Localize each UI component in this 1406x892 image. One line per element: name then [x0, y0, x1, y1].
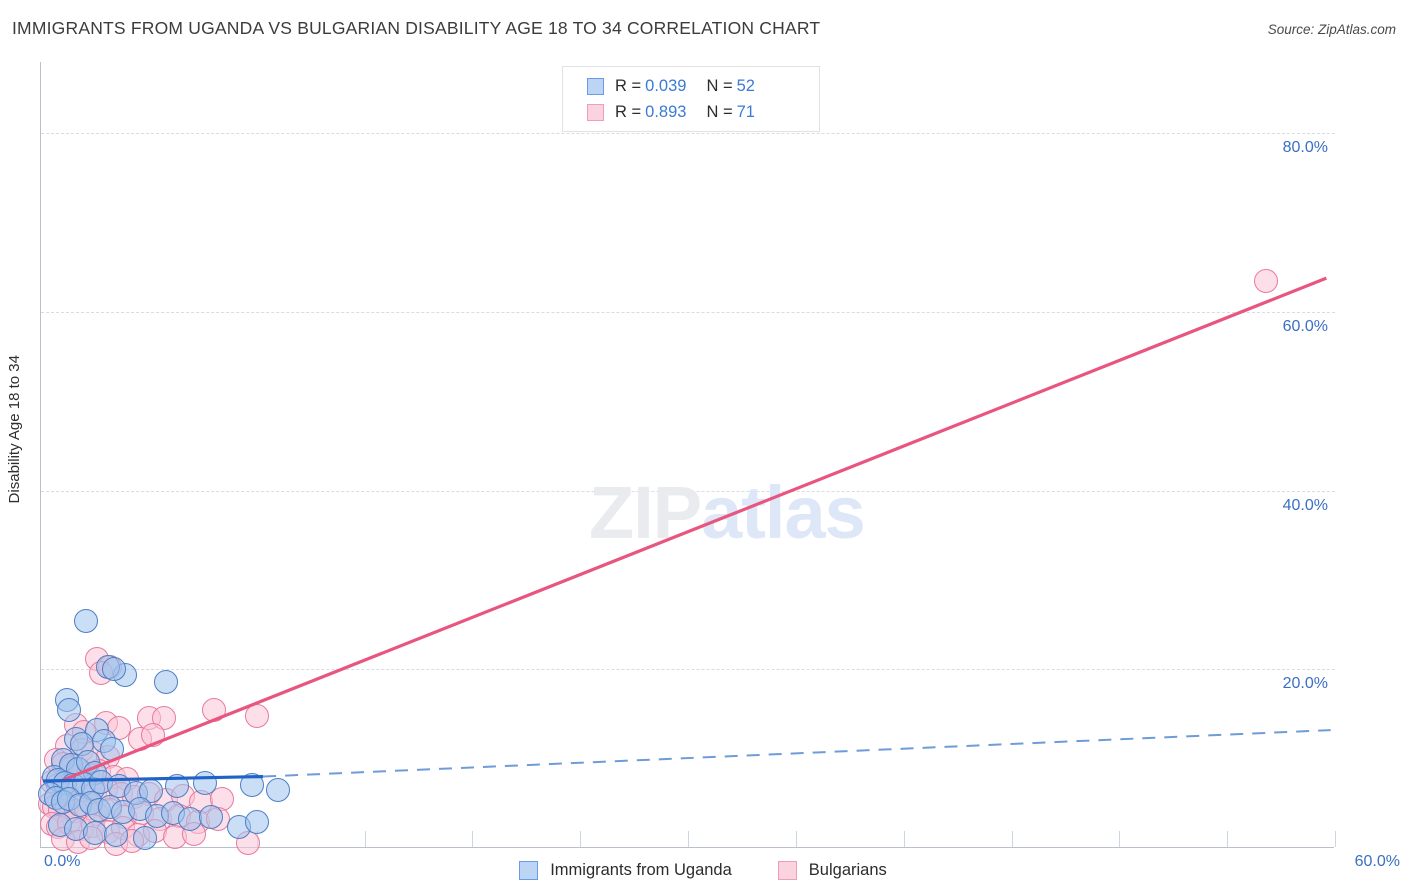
r-value-blue: 0.039: [645, 76, 687, 95]
legend-swatch-bulgarians-icon: [777, 860, 797, 880]
y-tick-label-40: 40.0%: [1282, 496, 1328, 514]
scatter-point: [74, 609, 99, 634]
x-tick-40: [903, 831, 905, 847]
y-tick-label-80: 80.0%: [1282, 139, 1328, 157]
x-tick-50: [1119, 831, 1121, 847]
gridline-80: [41, 133, 1335, 135]
scatter-point: [102, 657, 127, 682]
scatter-point: [177, 807, 202, 832]
legend-item-bulgarians[interactable]: Bulgarians: [777, 860, 887, 880]
scatter-point: [192, 770, 217, 795]
legend-label-uganda: Immigrants from Uganda: [550, 860, 732, 879]
series-legend: Immigrants from Uganda Bulgarians: [0, 848, 1406, 892]
r-label-blue: R =: [615, 76, 642, 95]
scatter-point: [138, 778, 163, 803]
scatter-point: [132, 826, 157, 851]
x-tick-60: [1335, 831, 1336, 847]
stat-row-pink: R = 0.893 N = 71: [587, 99, 819, 125]
n-label-blue: N =: [706, 76, 733, 95]
y-tick-label-20: 20.0%: [1282, 675, 1328, 693]
scatter-point: [106, 716, 131, 741]
legend-item-uganda[interactable]: Immigrants from Uganda: [519, 860, 732, 880]
chart-header: IMMIGRANTS FROM UGANDA VS BULGARIAN DISA…: [0, 0, 1406, 52]
gridline-40: [41, 490, 1335, 492]
r-label-pink: R =: [615, 102, 642, 121]
scatter-point: [199, 804, 224, 829]
y-tick-label-60: 60.0%: [1282, 318, 1328, 336]
legend-label-bulgarians: Bulgarians: [808, 860, 887, 879]
source-label: Source: ZipAtlas.com: [1267, 22, 1396, 37]
blue-trend-line-solid: [43, 774, 264, 783]
blue-trend-line-dashed: [263, 729, 1331, 778]
page-title: IMMIGRANTS FROM UGANDA VS BULGARIAN DISA…: [12, 18, 821, 38]
x-tick-35: [795, 831, 797, 847]
scatter-point: [104, 823, 129, 848]
correlation-stats-legend: R = 0.039 N = 52 R = 0.893 N = 71: [562, 66, 820, 132]
x-tick-45: [1011, 831, 1013, 847]
legend-swatch-uganda-icon: [519, 860, 539, 880]
stat-row-blue: R = 0.039 N = 52: [587, 73, 819, 99]
legend-swatch-blue-icon: [587, 77, 604, 95]
scatter-point: [1253, 268, 1278, 293]
scatter-point: [244, 810, 269, 835]
gridline-60: [41, 312, 1335, 314]
x-tick-55: [1227, 831, 1229, 847]
gridline-20: [41, 669, 1335, 671]
x-axis-min-label: 0.0%: [44, 853, 81, 870]
legend-swatch-pink-icon: [587, 103, 604, 121]
y-axis-title: Disability Age 18 to 34: [6, 355, 23, 504]
n-value-pink: 71: [736, 102, 755, 121]
scatter-point: [57, 698, 82, 723]
x-tick-15: [364, 831, 366, 847]
x-tick-20: [472, 831, 474, 847]
x-axis-max-label: 60.0%: [1354, 853, 1400, 870]
pink-trend-line: [59, 276, 1327, 783]
plot-area: 80.0% 60.0% 40.0% 20.0% ZIPatlas: [37, 62, 1336, 856]
scatter-point: [141, 723, 166, 748]
r-value-pink: 0.893: [645, 102, 687, 121]
n-label-pink: N =: [706, 102, 733, 121]
scatter-point: [154, 669, 179, 694]
scatter-point: [266, 777, 291, 802]
x-tick-30: [688, 831, 689, 847]
n-value-blue: 52: [736, 76, 755, 95]
scatter-point: [82, 820, 107, 845]
x-tick-25: [580, 831, 582, 847]
trend-lines: [43, 276, 1331, 783]
